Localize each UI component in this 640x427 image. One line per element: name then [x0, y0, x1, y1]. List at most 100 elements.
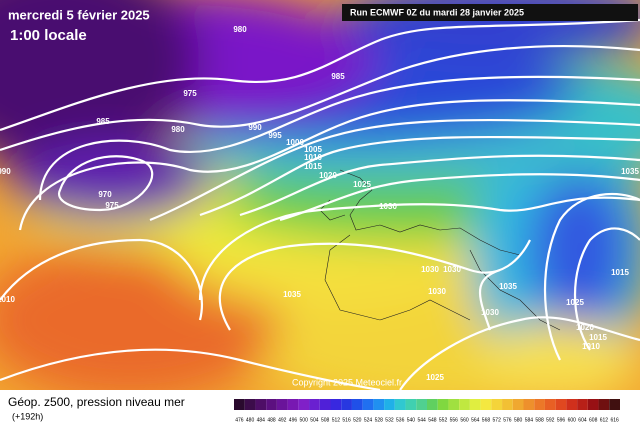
scale-label: 508 [321, 417, 330, 423]
scale-label: 528 [375, 417, 384, 423]
scale-label: 608 [589, 417, 598, 423]
scale-swatch [534, 399, 545, 410]
run-box [342, 4, 638, 21]
isobar-label: 985 [96, 117, 110, 126]
scale-label: 548 [428, 417, 437, 423]
scale-swatch [459, 399, 470, 410]
isobar-label: 990 [248, 123, 262, 132]
scale-swatch [341, 399, 352, 410]
isobar-label: 1030 [379, 202, 397, 211]
local-time: 1:00 locale [10, 27, 87, 44]
isobar-label: 1035 [283, 290, 301, 299]
scale-swatch [427, 399, 438, 410]
isobar-label: 1010 [582, 342, 600, 351]
isobar-label: 1015 [589, 333, 607, 342]
scale-label: 540 [407, 417, 416, 423]
scale-label: 536 [396, 417, 405, 423]
scale-swatch [480, 399, 492, 410]
isobar-label: 1025 [426, 373, 444, 382]
scale-swatch [416, 399, 427, 410]
isobar-label: 980 [171, 125, 185, 134]
isobar-label: 1005 [304, 145, 322, 154]
scale-label: 592 [546, 417, 555, 423]
scale-swatch [266, 399, 277, 410]
scale-label: 476 [235, 417, 244, 423]
scale-label: 568 [482, 417, 491, 423]
scale-label: 552 [439, 417, 448, 423]
scale-label: 496 [289, 417, 298, 423]
coastlines [319, 169, 561, 331]
scale-swatch [491, 399, 503, 410]
scale-swatch [276, 399, 288, 410]
isobar-label: 1015 [611, 268, 629, 277]
forecast-lead: (+192h) [12, 411, 43, 421]
isobar-label: 1000 [286, 138, 304, 147]
isobar-label: 1035 [499, 282, 517, 291]
isobar-label: 1030 [443, 265, 461, 274]
isobar-label: 975 [183, 89, 197, 98]
scale-label: 612 [600, 417, 609, 423]
scale-label: 484 [257, 417, 266, 423]
isobar-label: 1030 [428, 287, 446, 296]
isobar-label: 985 [331, 72, 345, 81]
scale-label: 520 [353, 417, 362, 423]
scale-label: 584 [525, 417, 534, 423]
scale-swatch [523, 399, 535, 410]
date: mercredi 5 février 2025 [8, 7, 150, 22]
isobar-label: 970 [98, 190, 112, 199]
scale-swatch [555, 399, 567, 410]
isobar-label: 1030 [481, 308, 499, 317]
scale-label: 604 [578, 417, 587, 423]
scale-swatch [394, 399, 406, 410]
scale-label: 512 [332, 417, 341, 423]
scale-label: 572 [493, 417, 502, 423]
scale-label: 616 [610, 417, 619, 423]
isobar-label: 995 [268, 131, 282, 140]
scale-label: 488 [267, 417, 276, 423]
scale-swatch [234, 399, 245, 410]
scale-swatch [405, 399, 417, 410]
isobar-label: 1010 [304, 153, 322, 162]
scale-label: 492 [278, 417, 287, 423]
scale-swatch [609, 399, 620, 410]
scale-label: 532 [385, 417, 394, 423]
scale-swatch [448, 399, 460, 410]
scale-swatch [437, 399, 449, 410]
scale-label: 576 [503, 417, 512, 423]
scale-label: 516 [342, 417, 351, 423]
scale-swatch [566, 399, 578, 410]
scale-label: 504 [310, 417, 319, 423]
scale-swatch [330, 399, 342, 410]
scale-swatch [598, 399, 610, 410]
field [0, 0, 640, 390]
scale-swatch [384, 399, 395, 410]
isobar-label: 1025 [353, 180, 371, 189]
scale-swatch [373, 399, 385, 410]
isobar-label: 1010 [0, 295, 15, 304]
scale-swatch [351, 399, 363, 410]
scale-swatch [502, 399, 513, 410]
scale-label: 596 [557, 417, 566, 423]
scale-label: 524 [364, 417, 373, 423]
isobar-label: 980 [233, 25, 247, 34]
scale-swatch [362, 399, 374, 410]
legend-title: Géop. z500, pression niveau mer [8, 395, 185, 409]
scale-swatch [287, 399, 299, 410]
isobar-label: 990 [0, 167, 11, 176]
scale-swatch [577, 399, 588, 410]
isobar-label: 1035 [621, 167, 639, 176]
scale-label: 580 [514, 417, 523, 423]
scale-label: 480 [246, 417, 255, 423]
isobar-label: 975 [105, 201, 119, 210]
scale-swatch [309, 399, 320, 410]
scale-label: 564 [471, 417, 480, 423]
isobar-label: 1020 [319, 171, 337, 180]
isobar-label: 1030 [421, 265, 439, 274]
isobars [0, 18, 640, 390]
isobar-label: 1025 [566, 298, 584, 307]
color-scale: 476 480 484 488 492 496 500 504 508 512 516 520 524 5… [234, 399, 620, 423]
scale-label: 600 [568, 417, 577, 423]
scale-label: 500 [300, 417, 309, 423]
